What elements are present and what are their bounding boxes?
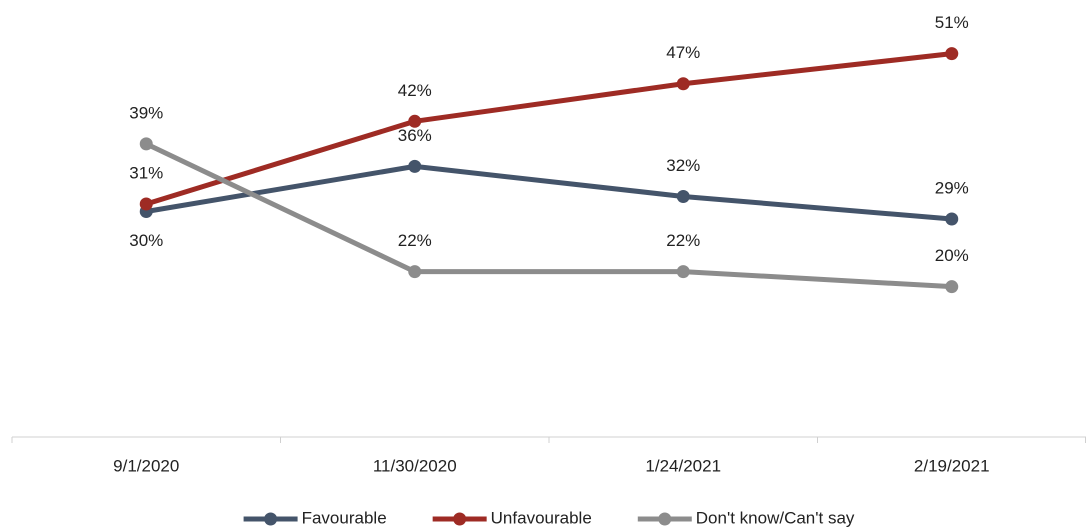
data-point [408,114,422,128]
data-point [945,212,959,226]
data-point [676,189,690,203]
x-tick-label: 2/19/2021 [914,456,990,475]
data-label: 32% [666,156,700,175]
data-label: 39% [129,103,163,122]
data-point [139,137,153,151]
data-label: 20% [935,246,969,265]
data-label: 22% [398,231,432,250]
data-point [139,197,153,211]
data-point [945,47,959,61]
legend-item: Favourable [243,508,387,527]
data-point [676,265,690,279]
data-point [408,159,422,173]
legend-marker [453,512,467,526]
legend-marker [658,512,672,526]
data-label: 51% [935,13,969,32]
data-label: 22% [666,231,700,250]
data-label: 47% [666,43,700,62]
x-tick-label: 11/30/2020 [373,456,457,475]
legend-marker [264,512,278,526]
legend-label: Unfavourable [491,508,592,527]
legend-label: Don't know/Can't say [696,508,855,527]
legend-item: Don't know/Can't say [637,508,855,527]
legend-item: Unfavourable [432,508,592,527]
data-label: 36% [398,126,432,145]
data-label: 30% [129,231,163,250]
series-line [145,163,952,222]
data-label: 42% [398,81,432,100]
data-point [945,280,959,294]
series-line [145,51,953,207]
x-tick-label: 1/24/2021 [645,456,721,475]
x-tick-label: 9/1/2020 [113,456,179,475]
data-point [676,77,690,91]
series-line [145,141,952,290]
data-label: 29% [935,179,969,198]
data-label: 31% [129,163,163,182]
data-point [408,265,422,279]
legend-label: Favourable [302,508,387,527]
